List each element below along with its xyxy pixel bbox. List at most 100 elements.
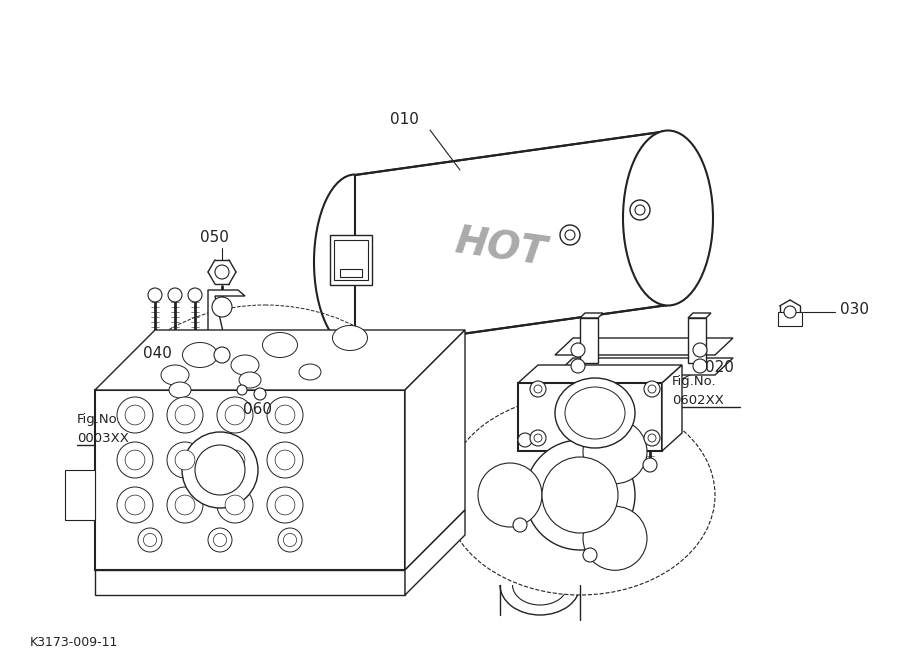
Circle shape xyxy=(478,463,542,527)
Circle shape xyxy=(214,347,230,363)
Ellipse shape xyxy=(263,333,298,358)
Ellipse shape xyxy=(183,342,218,368)
Circle shape xyxy=(530,381,546,397)
Text: 0602XX: 0602XX xyxy=(672,394,724,406)
Ellipse shape xyxy=(333,325,368,350)
Circle shape xyxy=(143,534,156,546)
Circle shape xyxy=(167,487,203,523)
Circle shape xyxy=(117,487,153,523)
Circle shape xyxy=(565,230,575,240)
Polygon shape xyxy=(662,365,682,451)
Circle shape xyxy=(208,528,232,552)
Circle shape xyxy=(195,445,245,495)
Circle shape xyxy=(176,495,195,515)
Circle shape xyxy=(225,495,244,515)
Circle shape xyxy=(117,397,153,433)
Circle shape xyxy=(117,442,153,478)
Text: Fig.No.: Fig.No. xyxy=(77,414,121,426)
Circle shape xyxy=(530,430,546,446)
Ellipse shape xyxy=(169,382,191,398)
Circle shape xyxy=(167,442,203,478)
Polygon shape xyxy=(405,330,465,570)
Circle shape xyxy=(534,385,542,393)
Circle shape xyxy=(644,430,660,446)
Circle shape xyxy=(217,442,253,478)
Circle shape xyxy=(225,405,244,425)
Polygon shape xyxy=(195,390,352,400)
Polygon shape xyxy=(65,470,95,520)
Polygon shape xyxy=(555,338,733,355)
Circle shape xyxy=(583,420,647,484)
Circle shape xyxy=(176,405,195,425)
Polygon shape xyxy=(405,510,465,595)
Circle shape xyxy=(571,343,585,357)
Circle shape xyxy=(213,534,227,546)
Circle shape xyxy=(630,200,650,220)
Ellipse shape xyxy=(161,365,189,385)
Circle shape xyxy=(648,385,656,393)
Circle shape xyxy=(148,288,162,302)
Circle shape xyxy=(182,432,258,508)
Text: K3173-009-11: K3173-009-11 xyxy=(30,636,119,648)
Circle shape xyxy=(534,434,542,442)
Circle shape xyxy=(693,343,707,357)
Circle shape xyxy=(693,359,707,373)
Polygon shape xyxy=(555,358,733,375)
Ellipse shape xyxy=(445,395,715,595)
Circle shape xyxy=(643,458,657,472)
Circle shape xyxy=(267,442,303,478)
Text: 010: 010 xyxy=(390,113,419,127)
Text: Fig.No.: Fig.No. xyxy=(672,376,717,388)
Text: 050: 050 xyxy=(200,231,229,245)
Circle shape xyxy=(571,359,585,373)
Circle shape xyxy=(560,225,580,245)
Ellipse shape xyxy=(299,364,321,380)
Circle shape xyxy=(168,288,182,302)
Circle shape xyxy=(138,528,162,552)
Circle shape xyxy=(267,487,303,523)
Text: 0003XX: 0003XX xyxy=(77,432,129,444)
Polygon shape xyxy=(208,290,245,430)
Text: 030: 030 xyxy=(840,301,869,317)
Ellipse shape xyxy=(555,378,635,448)
Polygon shape xyxy=(330,235,372,285)
Circle shape xyxy=(254,388,266,400)
Polygon shape xyxy=(95,390,405,570)
Circle shape xyxy=(167,397,203,433)
Circle shape xyxy=(217,397,253,433)
Polygon shape xyxy=(688,313,711,318)
Polygon shape xyxy=(95,570,405,595)
Polygon shape xyxy=(95,330,465,390)
Circle shape xyxy=(583,506,647,570)
Circle shape xyxy=(518,433,532,447)
Circle shape xyxy=(784,306,796,318)
Circle shape xyxy=(237,385,247,395)
Polygon shape xyxy=(688,318,706,363)
Text: HOT: HOT xyxy=(452,223,549,273)
Circle shape xyxy=(267,397,303,433)
Circle shape xyxy=(275,405,295,425)
Polygon shape xyxy=(580,313,603,318)
Circle shape xyxy=(283,534,297,546)
Circle shape xyxy=(583,548,597,562)
Ellipse shape xyxy=(565,387,625,439)
Circle shape xyxy=(125,450,145,470)
Text: 040: 040 xyxy=(143,346,172,360)
Circle shape xyxy=(176,450,195,470)
Circle shape xyxy=(215,265,229,279)
Polygon shape xyxy=(580,318,598,363)
Ellipse shape xyxy=(231,355,259,375)
Circle shape xyxy=(217,487,253,523)
Circle shape xyxy=(635,205,645,215)
Circle shape xyxy=(188,288,202,302)
Polygon shape xyxy=(334,240,368,280)
Ellipse shape xyxy=(239,372,261,388)
Circle shape xyxy=(644,381,660,397)
Ellipse shape xyxy=(623,131,713,305)
Circle shape xyxy=(525,440,635,550)
Polygon shape xyxy=(518,383,662,451)
Circle shape xyxy=(648,434,656,442)
Polygon shape xyxy=(340,269,362,277)
Circle shape xyxy=(278,528,302,552)
Polygon shape xyxy=(355,131,668,349)
